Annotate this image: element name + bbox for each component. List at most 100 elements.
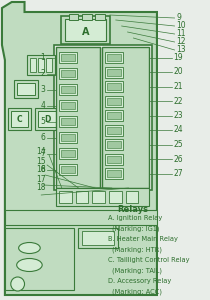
Text: 19: 19 xyxy=(174,53,183,62)
Bar xyxy=(11,111,28,127)
Bar xyxy=(107,68,121,76)
Bar xyxy=(105,95,123,106)
Text: 23: 23 xyxy=(174,111,183,120)
Text: B. Heater Main Relay: B. Heater Main Relay xyxy=(108,236,178,242)
Bar xyxy=(38,58,44,72)
Text: 10: 10 xyxy=(177,22,186,31)
Bar xyxy=(56,188,149,206)
Bar xyxy=(17,83,35,95)
Text: (Marking: ACC): (Marking: ACC) xyxy=(112,289,162,295)
Bar xyxy=(107,155,121,163)
Text: 7: 7 xyxy=(40,149,45,158)
Bar xyxy=(5,210,157,225)
Bar xyxy=(61,150,75,157)
Text: 1: 1 xyxy=(40,53,45,62)
Bar xyxy=(61,54,75,61)
Text: 24: 24 xyxy=(174,125,183,134)
Bar xyxy=(107,170,121,177)
Bar xyxy=(105,81,123,92)
Bar xyxy=(59,116,76,127)
Bar xyxy=(56,47,100,188)
Bar xyxy=(109,191,122,203)
Bar xyxy=(92,191,105,203)
Text: 16: 16 xyxy=(37,166,46,175)
Circle shape xyxy=(11,277,25,291)
Text: 13: 13 xyxy=(177,46,186,55)
Bar xyxy=(30,58,36,72)
Bar xyxy=(107,112,121,119)
Text: 25: 25 xyxy=(174,140,183,149)
Bar xyxy=(105,139,123,150)
Bar xyxy=(69,14,79,20)
Bar xyxy=(59,164,76,175)
Bar xyxy=(54,45,152,190)
Bar xyxy=(65,19,106,41)
Text: 20: 20 xyxy=(174,68,183,76)
Bar xyxy=(61,102,75,109)
Text: 18: 18 xyxy=(37,184,46,193)
Bar xyxy=(59,100,76,111)
Text: 12: 12 xyxy=(177,38,186,46)
Bar xyxy=(61,134,75,141)
Bar xyxy=(126,191,138,203)
Bar xyxy=(14,80,38,98)
Text: (Marking: TAIL): (Marking: TAIL) xyxy=(112,268,162,274)
Bar xyxy=(95,14,105,20)
Text: 21: 21 xyxy=(174,82,183,91)
Bar xyxy=(107,54,121,61)
Bar xyxy=(46,58,52,72)
Bar xyxy=(38,111,56,127)
Bar xyxy=(105,110,123,121)
Text: C. Taillight Control Relay: C. Taillight Control Relay xyxy=(108,257,189,263)
Text: A. Ignition Relay: A. Ignition Relay xyxy=(108,215,162,221)
Text: 8: 8 xyxy=(40,165,45,174)
Text: D: D xyxy=(44,116,50,124)
Ellipse shape xyxy=(19,242,40,253)
Bar xyxy=(76,191,88,203)
Bar xyxy=(5,228,73,290)
Bar xyxy=(82,231,114,245)
Text: A: A xyxy=(82,27,89,37)
Bar xyxy=(61,70,75,77)
Text: 22: 22 xyxy=(174,97,183,106)
Text: 14: 14 xyxy=(37,148,46,157)
Bar xyxy=(107,127,121,134)
Bar xyxy=(59,191,72,203)
Bar xyxy=(105,52,123,63)
Bar xyxy=(59,132,76,143)
Bar xyxy=(102,47,149,188)
Bar xyxy=(105,154,123,164)
Bar xyxy=(59,84,76,95)
Text: 5: 5 xyxy=(40,117,45,126)
Text: 17: 17 xyxy=(37,175,46,184)
Bar xyxy=(28,55,55,75)
Text: 9: 9 xyxy=(177,14,181,22)
Text: (Marking: HTR): (Marking: HTR) xyxy=(112,247,162,253)
Text: 6: 6 xyxy=(40,133,45,142)
Bar xyxy=(8,108,31,130)
Text: 27: 27 xyxy=(174,169,183,178)
Bar xyxy=(107,141,121,148)
Bar xyxy=(107,83,121,90)
Bar xyxy=(82,14,92,20)
Text: C: C xyxy=(17,116,22,124)
Text: 15: 15 xyxy=(37,157,46,166)
Bar xyxy=(59,68,76,79)
Text: 3: 3 xyxy=(40,85,45,94)
Ellipse shape xyxy=(17,259,42,272)
Bar xyxy=(105,168,123,179)
Bar xyxy=(79,228,118,248)
Polygon shape xyxy=(2,2,157,295)
Bar xyxy=(61,16,110,44)
Bar xyxy=(59,52,76,63)
Bar xyxy=(59,148,76,159)
Text: (Marking: IG1): (Marking: IG1) xyxy=(112,226,159,232)
Text: 2: 2 xyxy=(40,69,45,78)
Bar xyxy=(107,98,121,104)
Bar xyxy=(61,166,75,173)
Bar xyxy=(61,86,75,93)
Text: 26: 26 xyxy=(174,154,183,164)
Text: 4: 4 xyxy=(40,101,45,110)
Bar xyxy=(61,118,75,125)
Text: D. Accessory Relay: D. Accessory Relay xyxy=(108,278,171,284)
